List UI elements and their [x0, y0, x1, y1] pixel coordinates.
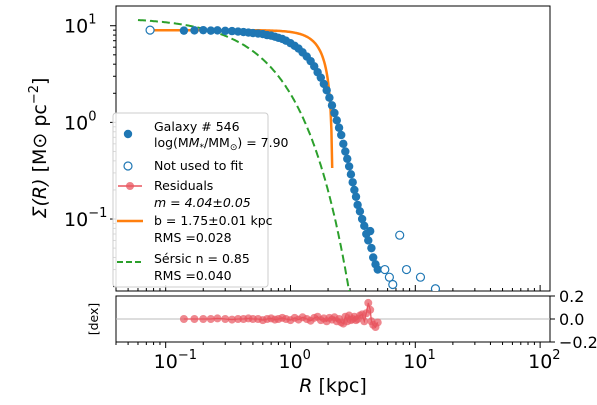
residual-y-ticks: 0.2 0.0 −0.2	[550, 287, 597, 352]
data-point	[316, 73, 326, 82]
residual-point	[360, 317, 369, 326]
legend-residuals: Residuals	[154, 178, 213, 193]
data-point	[199, 25, 208, 35]
residual-point	[366, 305, 375, 314]
data-point	[339, 139, 348, 149]
legend-box	[112, 112, 269, 288]
data-point	[348, 178, 357, 187]
data-point	[367, 243, 376, 253]
data-point	[325, 93, 334, 102]
residual-point	[179, 315, 188, 323]
data-point	[350, 185, 359, 195]
data-point	[190, 26, 199, 35]
x-tick-label: 100	[278, 348, 310, 373]
data-point	[343, 154, 352, 163]
data-point	[353, 200, 362, 210]
main-x-ticks	[115, 285, 541, 291]
residual-y-tick-label: −0.2	[559, 333, 597, 352]
data-points	[179, 25, 382, 274]
data-point	[337, 130, 346, 140]
residual-point	[373, 318, 382, 327]
legend-residual-marker	[126, 182, 134, 190]
residual-point	[213, 314, 222, 323]
data-point	[319, 79, 329, 89]
data-point	[322, 86, 331, 95]
data-point	[355, 207, 365, 216]
data-point	[334, 123, 344, 132]
legend-excluded-marker	[123, 161, 133, 171]
residual-y-tick-label: 0.0	[559, 310, 584, 329]
excluded-point	[430, 284, 441, 291]
data-point	[364, 236, 373, 245]
y-axis-unit: [M	[29, 149, 51, 173]
y-axis-symbol: Σ(R)	[29, 178, 51, 218]
legend: Galaxy # 546 log(MM*/MM⊙) = 7.90 Not use…	[112, 112, 289, 288]
residual-point	[190, 315, 199, 323]
residual-point	[199, 315, 208, 323]
x-tick-label: 10−1	[154, 348, 197, 373]
data-point	[213, 26, 222, 35]
y-axis-title: Σ(R) [M⊙ pc−2]	[27, 78, 51, 219]
data-point	[227, 26, 237, 36]
residual-point	[206, 315, 215, 323]
residual-x-ticks: 10−1 100 101 102	[115, 342, 561, 373]
data-point	[341, 147, 350, 156]
data-point	[346, 170, 356, 179]
data-point	[221, 26, 230, 36]
legend-fit-rms: RMS =0.028	[154, 230, 232, 245]
residual-point	[221, 315, 230, 323]
residual-point	[228, 315, 237, 324]
legend-sersic-rms: RMS =0.040	[154, 268, 232, 283]
data-point	[332, 116, 342, 125]
legend-galaxy-line1: Galaxy # 546	[154, 119, 240, 134]
y-tick-label: 101	[64, 13, 96, 38]
x-axis-unit: [kpc]	[318, 375, 366, 397]
excluded-point	[415, 272, 426, 282]
excluded-point	[401, 264, 412, 275]
legend-fit-b: b = 1.75±0.01 kpc	[154, 213, 273, 228]
excluded-point	[380, 264, 390, 275]
excluded-point	[395, 230, 405, 240]
data-point	[351, 192, 361, 201]
excluded-point	[388, 279, 398, 290]
y-axis-exponent: −2	[27, 85, 42, 104]
y-axis-sun-symbol: ⊙	[29, 133, 51, 149]
legend-sersic-n: Sérsic n = 0.85	[154, 251, 250, 266]
data-point	[365, 226, 375, 236]
excluded-point	[384, 272, 394, 282]
data-point	[373, 265, 382, 274]
x-tick-label: 102	[528, 348, 560, 373]
excluded-points	[145, 25, 441, 291]
data-point	[330, 108, 339, 118]
legend-not-used: Not used to fit	[154, 158, 243, 173]
residual-y-axis-title: [dex]	[86, 303, 101, 336]
data-point	[357, 214, 367, 224]
data-point	[206, 26, 216, 35]
residual-point	[364, 298, 373, 307]
x-tick-label: 101	[403, 348, 435, 373]
y-tick-label: 10−1	[64, 206, 107, 231]
data-point	[179, 26, 189, 35]
legend-data-marker	[123, 129, 133, 139]
y-axis-unit2: pc	[29, 104, 51, 127]
residual-y-tick-label: 0.2	[559, 287, 584, 306]
data-point	[344, 162, 354, 171]
excluded-point	[145, 25, 155, 35]
x-axis-title: R [kpc]	[299, 375, 367, 397]
legend-fit-m: m = 4.04±0.05	[154, 195, 251, 210]
y-tick-label: 100	[64, 109, 96, 134]
sersic-fit-curve	[137, 19, 351, 291]
x-axis-symbol: R	[299, 375, 312, 397]
data-point	[360, 221, 369, 231]
main-y-ticks: 101 100 10−1	[64, 13, 116, 288]
residual-points	[179, 298, 382, 332]
data-point	[327, 101, 337, 110]
legend-galaxy-line2: log(MM*/MM⊙) = 7.90	[154, 135, 289, 153]
data-point	[369, 253, 378, 262]
